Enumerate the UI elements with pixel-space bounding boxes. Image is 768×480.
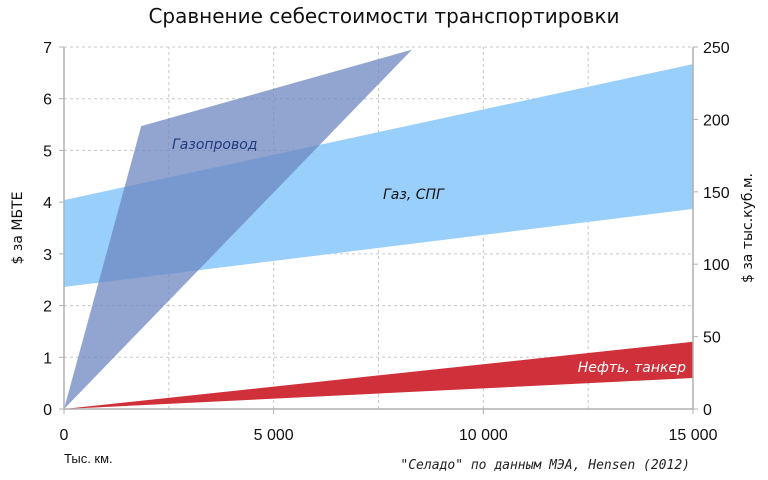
y2-tick-label: 200 — [703, 112, 730, 129]
source-note: "Селадо" по данным МЭА, Hensen (2012) — [400, 458, 690, 473]
series-area-2 — [64, 341, 693, 409]
y-tick-label: 4 — [43, 195, 52, 212]
series-labels: Газопровод Газ, СПГ Нефть, танкер — [172, 137, 686, 376]
y2-tick-label: 100 — [703, 257, 730, 274]
x-axis-label: Тыс. км. — [64, 451, 113, 466]
axes: 0 1 2 3 4 5 6 7 0 50 100 150 200 250 0 5 000 10 000 15 00… — [43, 40, 730, 444]
x-tick-label: 10 000 — [459, 427, 508, 444]
series-label: Газопровод — [172, 137, 258, 153]
x-tick-label: 0 — [60, 427, 69, 444]
y-tick-label: 6 — [43, 92, 52, 109]
y-tick-label: 5 — [43, 143, 52, 160]
chart-title: Сравнение себестоимости транспортировки — [148, 4, 619, 28]
y2-tick-label: 150 — [703, 185, 730, 202]
y-tick-label: 7 — [43, 40, 52, 57]
y2-tick-label: 0 — [703, 402, 712, 419]
y-tick-label: 2 — [43, 299, 52, 316]
y-axis-label: $ за МБТЕ — [10, 192, 26, 265]
x-tick-label: 15 000 — [669, 427, 718, 444]
series-label: Газ, СПГ — [383, 187, 445, 203]
plot-areas — [64, 49, 693, 409]
series-label: Нефть, танкер — [578, 360, 686, 376]
y-tick-label: 1 — [43, 350, 52, 367]
x-tick-label: 5 000 — [254, 427, 294, 444]
series-area-1 — [64, 49, 412, 409]
y2-tick-label: 250 — [703, 40, 730, 57]
y-tick-label: 0 — [43, 402, 52, 419]
y2-axis-label: $ за тыс.куб.м. — [740, 173, 756, 283]
y2-tick-label: 50 — [703, 330, 721, 347]
y-tick-label: 3 — [43, 247, 52, 264]
